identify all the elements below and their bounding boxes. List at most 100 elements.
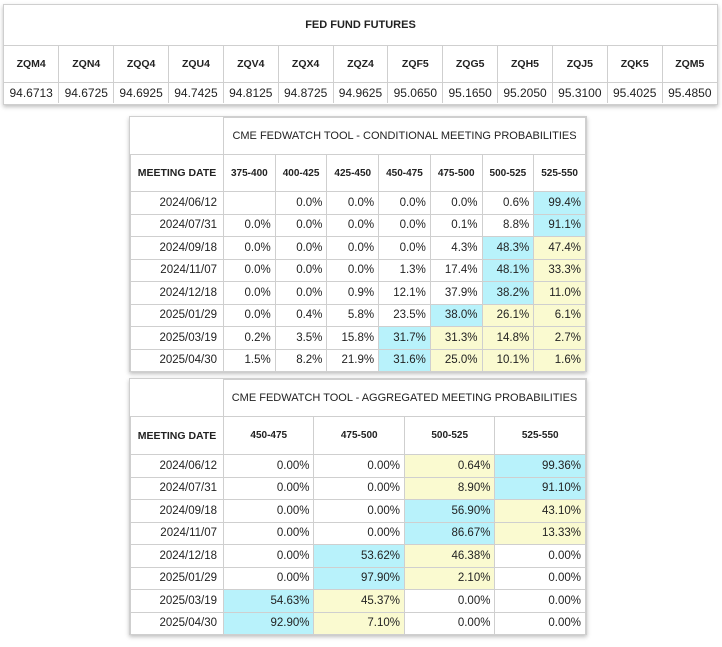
probability-cell: 10.1% [481, 348, 535, 372]
meeting-date: 2025/03/19 [130, 589, 224, 613]
contract-code: ZQU4 [168, 46, 224, 83]
meeting-date: 2024/06/12 [130, 191, 224, 215]
rate-range-header: 525-550 [494, 416, 586, 455]
probability-cell: 0.0% [223, 258, 276, 282]
probability-cell: 0.00% [403, 611, 496, 635]
contract-code: ZQX4 [278, 46, 334, 83]
probability-cell: 31.3% [429, 326, 483, 350]
rate-range-header: 475-500 [313, 416, 405, 455]
probability-cell: 0.00% [313, 454, 405, 478]
contract-code: ZQM4 [4, 46, 60, 83]
contract-code: ZQF5 [387, 46, 444, 83]
probability-cell: 0.6% [481, 191, 535, 215]
probability-cell: 47.4% [533, 236, 586, 260]
futures-table: ZQM4 ZQN4 ZQQ4 ZQU4 ZQV4 ZQX4 ZQZ4 ZQF5 ZQG5 ZQH5… [4, 46, 717, 103]
probability-cell: 14.8% [481, 326, 535, 350]
probability-cell: 0.0% [326, 258, 380, 282]
table-row: 2025/04/30 1.5% 8.2% 21.9% 31.6% 25.0% 10.1% 1.… [130, 348, 586, 372]
probability-cell: 0.0% [326, 236, 380, 260]
probability-cell: 0.0% [274, 191, 328, 215]
conditional-probabilities-panel: CME FEDWATCH TOOL - CONDITIONAL MEETING … [129, 116, 587, 372]
blank-corner-cell [130, 379, 224, 417]
table-row: 2024/12/18 0.0% 0.0% 0.9% 12.1% 37.9% 38.2% 11.… [130, 281, 586, 305]
rate-range-header: 450-475 [222, 416, 315, 455]
meeting-date: 2025/01/29 [130, 303, 224, 327]
probability-cell: 0.00% [313, 499, 405, 523]
meeting-date: 2024/12/18 [130, 281, 224, 305]
meeting-date: 2025/04/30 [130, 611, 224, 635]
aggregated-probabilities-table: CME FEDWATCH TOOL - AGGREGATED MEETING P… [130, 379, 586, 635]
contract-price: 95.4025 [607, 82, 663, 103]
contract-price: 95.3100 [552, 82, 608, 103]
probability-cell: 0.00% [403, 589, 496, 613]
meeting-date: 2024/11/07 [130, 258, 224, 282]
table-row: 2025/01/29 0.0% 0.4% 5.8% 23.5% 38.0% 26.1% 6.1… [130, 303, 586, 327]
meeting-date: 2025/03/19 [130, 326, 224, 350]
probability-cell: 56.90% [403, 499, 496, 523]
contract-price: 94.9625 [333, 82, 389, 103]
table-row: 2024/09/18 0.0% 0.0% 0.0% 0.0% 4.3% 48.3% 47.4% [130, 236, 586, 260]
rate-range-header: 400-425 [274, 154, 328, 192]
fed-fund-futures-panel: FED FUND FUTURES ZQM4 ZQN4 ZQQ4 ZQU4 ZQV4 ZQX… [3, 4, 718, 105]
probability-cell: 91.1% [533, 213, 586, 237]
probability-cell: 0.00% [494, 566, 586, 590]
probability-cell: 8.2% [274, 348, 328, 372]
probability-cell: 0.0% [274, 213, 328, 237]
probability-cell: 54.63% [222, 589, 315, 613]
meeting-date: 2024/11/07 [130, 521, 224, 545]
contract-code: ZQK5 [607, 46, 663, 83]
probability-cell: 0.2% [223, 326, 276, 350]
probability-cell: 0.0% [274, 258, 328, 282]
rate-range-header: 425-450 [326, 154, 380, 192]
probability-cell: 6.1% [533, 303, 586, 327]
probability-cell: 0.0% [378, 191, 431, 215]
meeting-date: 2024/09/18 [130, 236, 224, 260]
meeting-date: 2025/01/29 [130, 566, 224, 590]
probability-cell: 0.00% [313, 521, 405, 545]
conditional-probabilities-table: CME FEDWATCH TOOL - CONDITIONAL MEETING … [130, 117, 586, 372]
probability-cell: 12.1% [378, 281, 431, 305]
probability-cell: 0.0% [223, 281, 276, 305]
contract-price: 94.7425 [168, 82, 224, 103]
table-row: 2025/03/19 0.2% 3.5% 15.8% 31.7% 31.3% 14.8% 2.… [130, 326, 586, 350]
probability-cell: 53.62% [313, 544, 405, 568]
contract-code: ZQH5 [497, 46, 553, 83]
probability-cell: 11.0% [533, 281, 586, 305]
table-row: 2024/12/18 0.00% 53.62% 46.38% 0.00% [130, 544, 586, 568]
rate-range-header: 500-525 [403, 416, 496, 455]
contract-code: ZQM5 [662, 46, 717, 83]
futures-header-row: ZQM4 ZQN4 ZQQ4 ZQU4 ZQV4 ZQX4 ZQZ4 ZQF5 ZQG5 ZQH5… [4, 46, 717, 83]
probability-cell: 0.00% [313, 476, 405, 500]
probability-cell: 1.3% [378, 258, 431, 282]
probability-cell: 37.9% [429, 281, 483, 305]
contract-code: ZQQ4 [113, 46, 170, 83]
meeting-date: 2024/12/18 [130, 544, 224, 568]
probability-cell: 0.0% [274, 281, 328, 305]
probability-cell: 91.10% [494, 476, 586, 500]
probability-cell: 26.1% [481, 303, 535, 327]
probability-cell: 0.00% [222, 476, 315, 500]
table-row: 2024/06/12 0.00% 0.00% 0.64% 99.36% [130, 454, 586, 478]
contract-price: 94.6925 [113, 82, 170, 103]
table-row: 2024/07/31 0.0% 0.0% 0.0% 0.0% 0.1% 8.8% 91.1% [130, 213, 586, 237]
rate-range-header: 375-400 [223, 154, 276, 192]
probability-cell: 46.38% [403, 544, 496, 568]
aggregated-title: CME FEDWATCH TOOL - AGGREGATED MEETING P… [223, 379, 586, 417]
rate-range-header: 475-500 [429, 154, 483, 192]
probability-cell: 17.4% [429, 258, 483, 282]
conditional-column-header-row: MEETING DATE 375-400 400-425 425-450 450-47… [130, 154, 586, 192]
probability-cell: 38.0% [429, 303, 483, 327]
probability-cell: 21.9% [326, 348, 380, 372]
probability-cell: 0.00% [222, 521, 315, 545]
contract-code: ZQJ5 [552, 46, 608, 83]
meeting-date: 2025/04/30 [130, 348, 224, 372]
probability-cell: 0.0% [274, 236, 328, 260]
probability-cell: 99.36% [494, 454, 586, 478]
table-row: 2024/11/07 0.0% 0.0% 0.0% 1.3% 17.4% 48.1% 33.3… [130, 258, 586, 282]
probability-cell: 33.3% [533, 258, 586, 282]
probability-cell: 25.0% [429, 348, 483, 372]
meeting-date-header: MEETING DATE [130, 416, 224, 455]
contract-code: ZQG5 [442, 46, 499, 83]
probability-cell: 99.4% [533, 191, 586, 215]
probability-cell: 7.10% [313, 611, 405, 635]
